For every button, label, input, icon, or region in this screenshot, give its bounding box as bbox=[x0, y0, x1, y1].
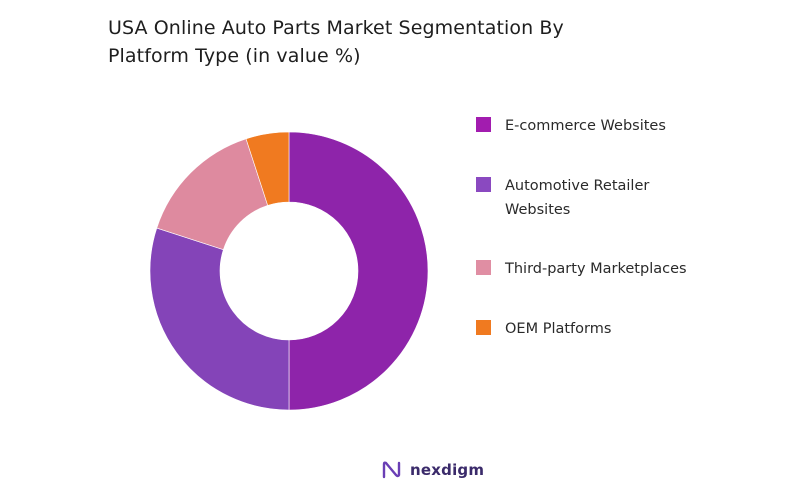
legend-swatch bbox=[476, 260, 491, 275]
slice-ecommerce-websites bbox=[288, 131, 429, 411]
legend-label: OEM Platforms bbox=[505, 321, 612, 337]
chart-title: USA Online Auto Parts Market Segmentatio… bbox=[108, 14, 668, 70]
legend-item-third-party: Third-party Marketplaces bbox=[476, 257, 725, 281]
brand-name: nexdigm bbox=[410, 461, 485, 479]
legend-label: Automotive Retailer Websites bbox=[505, 178, 650, 218]
legend-swatch bbox=[476, 117, 491, 132]
legend-label: Third-party Marketplaces bbox=[505, 261, 687, 277]
legend-item-automotive-retailer: Automotive Retailer Websites bbox=[476, 174, 680, 222]
slice-automotive-retailer-websites bbox=[149, 227, 290, 411]
chart-title-line-1: USA Online Auto Parts Market Segmentatio… bbox=[108, 17, 564, 39]
legend-item-ecommerce: E-commerce Websites bbox=[476, 114, 725, 138]
legend-swatch bbox=[476, 177, 491, 192]
legend-label: E-commerce Websites bbox=[505, 118, 666, 134]
brand-logo: nexdigm bbox=[382, 460, 484, 480]
chart-title-line-2: Platform Type (in value %) bbox=[108, 45, 361, 67]
legend-swatch bbox=[476, 320, 491, 335]
nexdigm-logo-icon bbox=[382, 461, 401, 479]
slice-third-party-marketplaces bbox=[156, 138, 269, 251]
slice-oem-platforms bbox=[245, 131, 290, 206]
legend-item-oem: OEM Platforms bbox=[476, 317, 725, 341]
